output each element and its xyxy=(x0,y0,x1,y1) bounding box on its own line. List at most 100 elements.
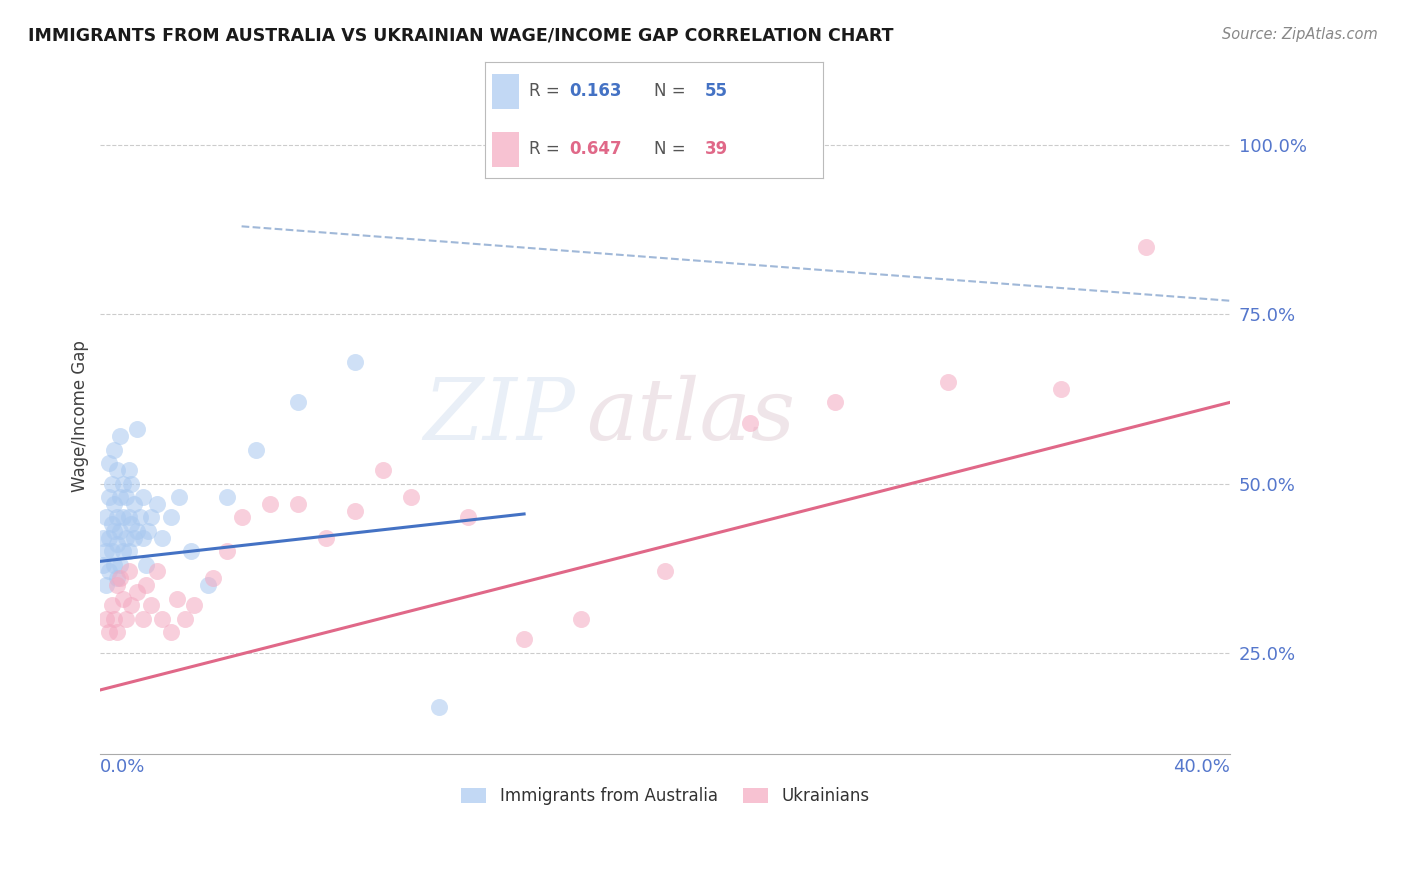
Point xyxy=(315,531,337,545)
Text: ZIP: ZIP xyxy=(423,375,575,458)
Point xyxy=(91,531,114,545)
Point xyxy=(135,558,157,572)
Legend: Immigrants from Australia, Ukrainians: Immigrants from Australia, Ukrainians xyxy=(453,779,877,814)
Point xyxy=(122,531,145,545)
Bar xyxy=(492,132,519,167)
Point xyxy=(202,571,225,585)
Point xyxy=(108,490,131,504)
Point xyxy=(103,558,125,572)
Point xyxy=(120,476,142,491)
Point xyxy=(125,524,148,538)
Point xyxy=(105,510,128,524)
Point xyxy=(105,578,128,592)
Point xyxy=(117,463,139,477)
Point xyxy=(259,497,281,511)
Point xyxy=(197,578,219,592)
Text: 0.163: 0.163 xyxy=(569,82,621,101)
Point xyxy=(138,524,160,538)
Bar xyxy=(492,74,519,109)
Point xyxy=(100,517,122,532)
Text: 55: 55 xyxy=(704,82,727,101)
Point xyxy=(103,612,125,626)
Point xyxy=(114,612,136,626)
Text: 39: 39 xyxy=(704,140,728,159)
Point xyxy=(111,476,134,491)
Point xyxy=(108,524,131,538)
Point xyxy=(97,531,120,545)
Point xyxy=(135,578,157,592)
Point xyxy=(105,463,128,477)
Point xyxy=(152,531,174,545)
Point xyxy=(114,531,136,545)
Point xyxy=(343,354,366,368)
Point xyxy=(117,544,139,558)
Point xyxy=(231,510,253,524)
Point xyxy=(108,558,131,572)
Point xyxy=(399,490,422,504)
Point xyxy=(287,395,309,409)
Point xyxy=(1049,382,1071,396)
Point xyxy=(160,625,183,640)
Point xyxy=(108,429,131,443)
Text: N =: N = xyxy=(654,140,690,159)
Point xyxy=(129,510,152,524)
Point xyxy=(111,510,134,524)
Text: Source: ZipAtlas.com: Source: ZipAtlas.com xyxy=(1222,27,1378,42)
Point xyxy=(103,524,125,538)
Text: R =: R = xyxy=(529,140,565,159)
Point xyxy=(287,497,309,511)
Point xyxy=(936,375,959,389)
Text: N =: N = xyxy=(654,82,690,101)
Point xyxy=(183,599,205,613)
Point xyxy=(100,544,122,558)
Point xyxy=(114,490,136,504)
Point xyxy=(1135,239,1157,253)
Point xyxy=(94,612,117,626)
Point xyxy=(166,591,188,606)
Point xyxy=(111,544,134,558)
Text: 0.647: 0.647 xyxy=(569,140,621,159)
Point xyxy=(513,632,536,647)
Point xyxy=(122,497,145,511)
Point xyxy=(146,565,169,579)
Point xyxy=(132,490,155,504)
Text: atlas: atlas xyxy=(586,375,796,458)
Text: 0.0%: 0.0% xyxy=(100,757,146,775)
Point xyxy=(569,612,592,626)
Point xyxy=(97,565,120,579)
Point xyxy=(141,510,163,524)
Point xyxy=(108,571,131,585)
Point xyxy=(174,612,197,626)
Point xyxy=(100,476,122,491)
Point xyxy=(103,442,125,457)
Point xyxy=(117,565,139,579)
Point xyxy=(427,699,450,714)
Point xyxy=(103,497,125,511)
Point xyxy=(97,490,120,504)
Point xyxy=(91,558,114,572)
Point xyxy=(105,571,128,585)
Point xyxy=(654,565,676,579)
Point xyxy=(94,544,117,558)
Point xyxy=(125,422,148,436)
Point xyxy=(217,490,239,504)
Point xyxy=(97,456,120,470)
Point xyxy=(111,591,134,606)
Text: R =: R = xyxy=(529,82,565,101)
Point xyxy=(117,510,139,524)
Point xyxy=(132,531,155,545)
Point xyxy=(141,599,163,613)
Point xyxy=(160,510,183,524)
Point xyxy=(97,625,120,640)
Text: 40.0%: 40.0% xyxy=(1174,757,1230,775)
Point xyxy=(152,612,174,626)
Point xyxy=(105,625,128,640)
Point xyxy=(245,442,267,457)
Point xyxy=(100,599,122,613)
Point xyxy=(169,490,191,504)
Y-axis label: Wage/Income Gap: Wage/Income Gap xyxy=(72,340,89,491)
Point xyxy=(94,578,117,592)
Point xyxy=(120,599,142,613)
Point xyxy=(132,612,155,626)
Point xyxy=(120,517,142,532)
